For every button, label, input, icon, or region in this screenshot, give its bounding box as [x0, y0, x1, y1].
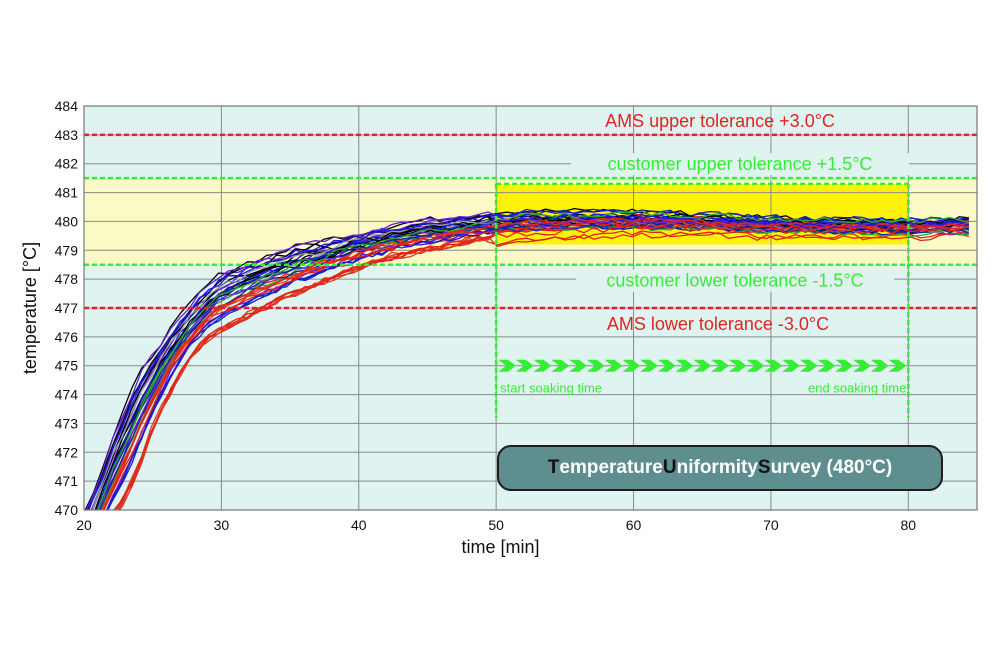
reference-lines: AMS upper tolerance +3.0°C customer upper…	[84, 111, 977, 334]
soak-arrow-chevron	[551, 359, 570, 372]
soak-end-label: end soaking time	[808, 381, 906, 396]
y-tick-label: 484	[55, 98, 79, 114]
plot-frame	[83, 105, 978, 511]
reference-label-cust-lower: customer lower tolerance -1.5°C	[606, 271, 863, 291]
soak-arrow-chevron	[711, 359, 729, 372]
series-line-35	[98, 216, 969, 510]
soak-arrow-chevron	[799, 359, 818, 372]
soak-arrow-chevron	[657, 359, 676, 372]
y-tick-label: 475	[55, 358, 79, 374]
soak-arrow-chevron	[622, 359, 641, 372]
y-tick-label: 470	[55, 502, 79, 518]
y-tick-label: 472	[55, 444, 79, 460]
y-axis-label: temperature [°C]	[20, 242, 40, 374]
series-line-42	[97, 210, 969, 510]
y-tick-label: 476	[55, 329, 79, 345]
title-text: urvey (480°C)	[770, 457, 893, 478]
x-tick-label: 80	[901, 517, 917, 533]
axes: 470 471 472 473 474 475 476 477 478 479 480 481 482 4…	[20, 98, 978, 557]
y-tick-label: 478	[55, 271, 79, 287]
reference-label-cust-upper: customer upper tolerance +1.5°C	[608, 154, 873, 174]
soak-start-label: start soaking time	[500, 381, 602, 396]
y-tick-label: 473	[55, 415, 79, 431]
soak-arrow-chevron	[498, 359, 516, 372]
y-tick-label: 483	[55, 127, 79, 143]
reference-label-ams-lower: AMS lower tolerance -3.0°C	[607, 314, 829, 334]
y-tick-label: 471	[55, 473, 79, 489]
reference-label-bg	[576, 269, 894, 292]
soak-arrow-chevron	[569, 359, 587, 372]
soak-arrow-chevron	[533, 359, 552, 372]
soaking-markers: start soaking time end soaking time	[494, 182, 910, 418]
y-tick-label: 480	[55, 213, 79, 229]
soak-arrow-chevron	[728, 359, 747, 372]
soak-arrow-chevron	[586, 359, 605, 372]
title-text: emperature	[559, 457, 663, 478]
soak-arrow-chevron	[835, 359, 854, 372]
y-tick-label: 479	[55, 242, 79, 258]
soak-arrow-chevron	[817, 359, 836, 372]
soak-arrow-chevron	[853, 359, 871, 372]
series-line-22	[118, 231, 969, 510]
reference-label-bg	[571, 153, 909, 176]
series-line-41	[103, 217, 969, 510]
soak-arrow-chevron	[675, 359, 694, 372]
soak-arrow-chevron	[640, 359, 658, 372]
x-tick-label: 20	[76, 517, 92, 533]
soak-arrow-chevron	[782, 359, 800, 372]
x-tick-label: 40	[351, 517, 367, 533]
title-text: niformity	[676, 457, 758, 478]
x-tick-label: 60	[626, 517, 642, 533]
reference-label-ams-upper: AMS upper tolerance +3.0°C	[605, 111, 835, 131]
x-tick-label: 70	[763, 517, 779, 533]
soak-arrow-chevron	[888, 359, 907, 372]
soak-arrow-chevron	[604, 359, 623, 372]
series-line-31	[96, 213, 969, 510]
title-initial: U	[662, 457, 677, 478]
soak-arrow-chevron	[870, 359, 889, 372]
y-tick-label: 482	[55, 156, 79, 172]
soak-arrow-chevron	[515, 359, 534, 372]
title-initial: S	[757, 457, 771, 478]
y-tick-label: 474	[55, 387, 79, 403]
soak-arrow-chevron	[693, 359, 712, 372]
series-group	[84, 207, 970, 510]
series-line-38	[96, 213, 969, 510]
title-initial: T	[547, 457, 560, 478]
x-tick-label: 50	[488, 517, 504, 533]
x-tick-label: 30	[214, 517, 230, 533]
soak-arrow-chevron	[746, 359, 765, 372]
x-axis-label: time [min]	[461, 537, 539, 557]
series-line-40	[115, 224, 969, 510]
soak-arrow-chevron	[764, 359, 783, 372]
y-tick-label: 481	[55, 185, 79, 201]
y-tick-label: 477	[55, 300, 79, 316]
